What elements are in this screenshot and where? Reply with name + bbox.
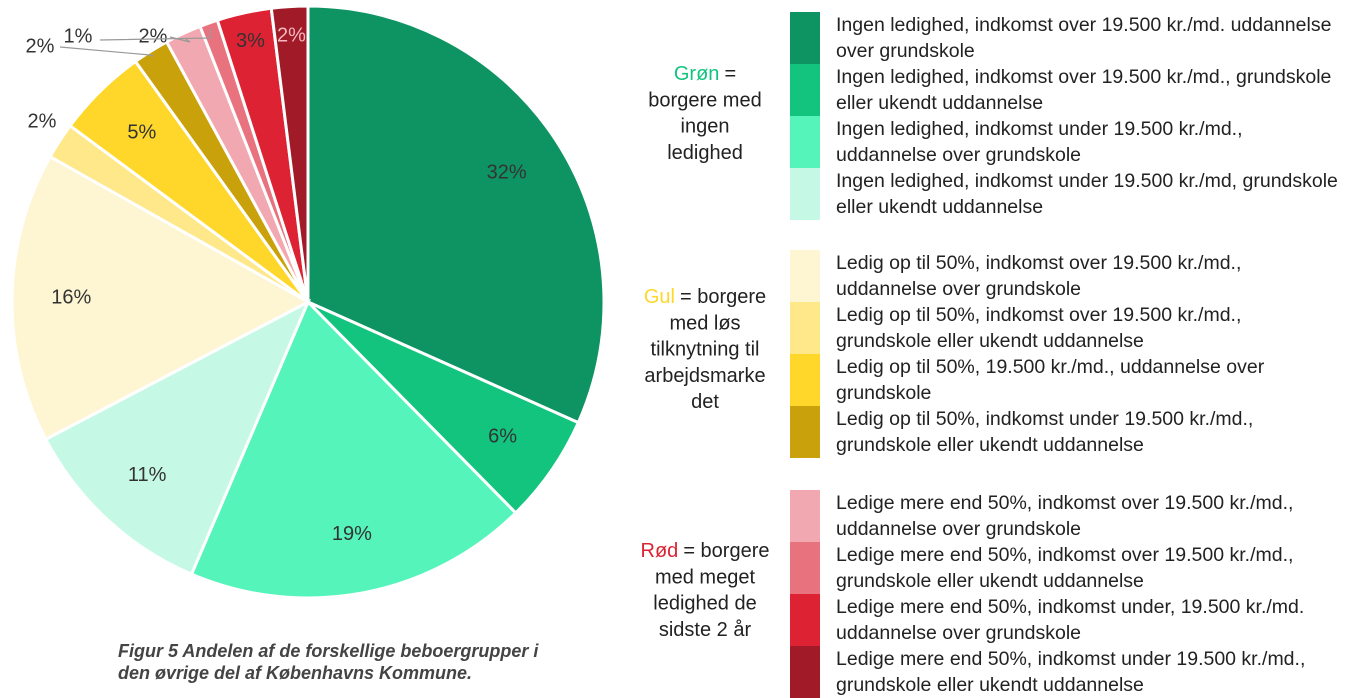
pie-slice [10,154,312,442]
group-label: Gul = borgere [644,286,766,308]
legend-swatch [790,12,820,64]
group-label: arbejdsmarke [644,365,765,387]
group-text: med meget [655,567,755,589]
legend-swatch [790,250,820,302]
group-text: ingen [681,116,730,138]
legend: Ingen ledighed, indkomst over 19.500 kr.… [790,12,1346,698]
group-label: ledighed de [653,593,756,615]
group-label: med løs [669,313,740,335]
data-label: 11% [128,464,167,486]
legend-label: Ingen ledighed, indkomst under 19.500 kr… [836,170,1338,218]
legend-label: Ingen ledighed, indkomst over 19.500 kr.… [836,14,1332,62]
legend-item: Ledig op til 50%, 19.500 kr./md., uddann… [790,354,1346,406]
legend-swatch [790,64,820,116]
group-text: arbejdsmarke [644,365,765,387]
legend-label: Ledige mere end 50%, indkomst under 19.5… [836,648,1306,696]
legend-item: Ledige mere end 50%, indkomst under, 19.… [790,594,1346,646]
legend-label: Ledig op til 50%, indkomst under 19.500 … [836,408,1254,456]
legend-item: Ingen ledighed, indkomst under 19.500 kr… [790,116,1346,168]
group-label: det [691,391,719,413]
data-label: 2% [277,24,306,46]
group-text: ledighed [667,142,743,164]
chart: 32% 6% 19% 11% 16% 2% 5% 2% 2% 1% 3% 2% Grøn = borgere… [10,4,770,641]
data-label: 3% [236,30,265,52]
group-label: ingen [681,116,730,138]
data-label: 2% [28,110,57,132]
group-name: Rød [641,540,679,562]
data-label: 2% [26,35,55,57]
leader-line [59,46,155,57]
group-text: borgere med [648,90,761,112]
group-label: sidste 2 år [659,619,752,641]
leader-line [99,28,212,41]
pie-slice [306,4,606,425]
legend-swatch [790,406,820,458]
group-label: Grøn = [674,63,736,85]
caption: Figur 5 Andelen af de forskellige beboer… [118,641,539,683]
group-text: = borgere [680,286,766,308]
legend-label: Ingen ledighed, indkomst over 19.500 kr.… [836,66,1332,114]
legend-swatch [790,490,820,542]
data-label: 32% [487,161,527,183]
legend-swatch [790,542,820,594]
legend-swatch [790,116,820,168]
legend-item: Ingen ledighed, indkomst over 19.500 kr.… [790,12,1346,64]
group-label: med meget [655,567,755,589]
legend-swatch [790,354,820,406]
group-label: ledighed [667,142,743,164]
legend-label: Ledig op til 50%, 19.500 kr./md., uddann… [836,356,1265,404]
pie-slice [43,298,312,577]
legend-label: Ledige mere end 50%, indkomst under, 19.… [836,596,1305,644]
legend-item: Ledig op til 50%, indkomst over 19.500 k… [790,250,1346,302]
group-text: med løs [669,313,740,335]
pie-slice [269,4,310,303]
group-text: tilknytning til [651,339,760,361]
legend-swatch [790,302,820,354]
pie-slice [189,299,518,600]
group-label: borgere med [648,90,761,112]
legend-swatch [790,594,820,646]
data-label: 5% [127,122,156,144]
legend-item: Ledig op til 50%, indkomst under 19.500 … [790,406,1346,458]
legend-label: Ledige mere end 50%, indkomst over 19.50… [836,492,1294,540]
legend-label: Ledig op til 50%, indkomst over 19.500 k… [836,252,1242,300]
data-label: 1% [64,25,93,47]
legend-label: Ingen ledighed, indkomst under 19.500 kr… [836,118,1243,166]
data-label: 6% [488,425,517,447]
group-text: det [691,391,719,413]
legend-item: Ledige mere end 50%, indkomst over 19.50… [790,542,1346,594]
legend-item: Ledige mere end 50%, indkomst under 19.5… [790,646,1346,698]
legend-swatch [790,646,820,698]
group-label: Rød = borgere [641,540,770,562]
data-label: 19% [332,523,372,545]
legend-item: Ingen ledighed, indkomst under 19.500 kr… [790,168,1346,220]
legend-label: Ledig op til 50%, indkomst over 19.500 k… [836,304,1242,352]
legend-item: Ingen ledighed, indkomst over 19.500 kr.… [790,64,1346,116]
data-label: 2% [139,25,168,47]
group-label: tilknytning til [651,339,760,361]
legend-item: Ledig op til 50%, indkomst over 19.500 k… [790,302,1346,354]
group-text: = borgere [683,540,769,562]
legend-item: Ledige mere end 50%, indkomst over 19.50… [790,490,1346,542]
legend-label: Ledige mere end 50%, indkomst over 19.50… [836,544,1294,592]
group-text: ledighed de [653,593,756,615]
group-text: = [724,63,736,85]
legend-swatch [790,168,820,220]
data-label: 16% [51,287,91,309]
group-text: sidste 2 år [659,619,752,641]
group-name: Grøn [674,63,720,85]
group-name: Gul [644,286,675,308]
